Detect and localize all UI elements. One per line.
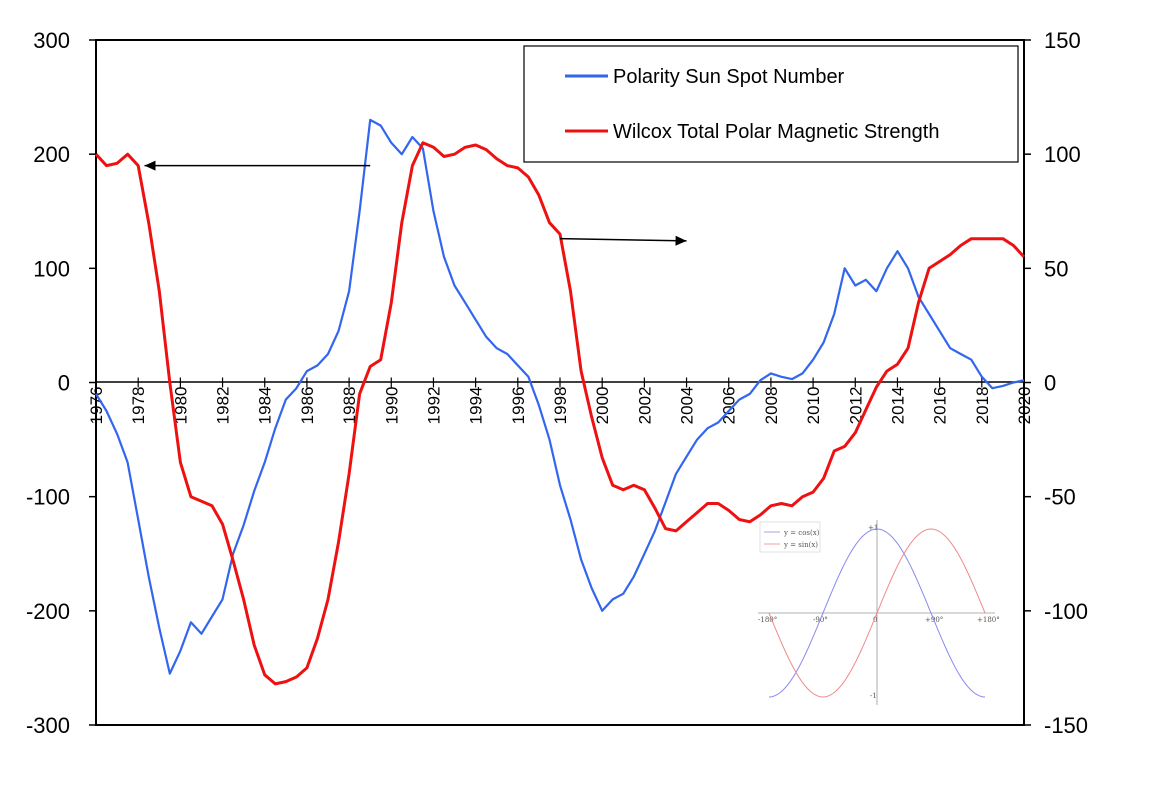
inset-legend-label-1: y = cos(x) [783, 529, 820, 537]
x-tick-label-2: 1980 [171, 387, 190, 425]
left-tick-label-4: -100 [26, 485, 70, 510]
legend-label-2: Wilcox Total Polar Magnetic Strength [613, 121, 939, 143]
x-tick-label-21: 2018 [973, 386, 992, 424]
x-tick-label-18: 2012 [846, 387, 865, 425]
inset-xtick-5: +180° [977, 616, 1000, 624]
x-tick-label-17: 2010 [804, 387, 823, 425]
inset-ytick-2: -1 [870, 692, 877, 700]
x-tick-label-4: 1984 [256, 387, 275, 425]
right-tick-label-1: 100 [1044, 142, 1081, 167]
right-tick-label-3: 0 [1044, 371, 1056, 396]
x-tick-label-12: 2000 [593, 387, 612, 425]
inset-legend: y = cos(x) y = sin(x) [759, 521, 821, 553]
x-tick-label-10: 1996 [509, 387, 528, 425]
right-tick-label-5: -100 [1044, 599, 1088, 624]
x-tick-label-22: 2020 [1015, 387, 1034, 425]
x-tick-label-0: 1976 [87, 387, 106, 425]
legend: Polarity Sun Spot Number Wilcox Total Po… [523, 45, 1019, 163]
right-tick-label-0: 150 [1044, 28, 1081, 53]
x-tick-label-6: 1988 [340, 387, 359, 425]
left-tick-label-1: 200 [33, 142, 70, 167]
x-tick-label-20: 2016 [931, 387, 950, 425]
x-tick-label-13: 2002 [635, 387, 654, 425]
x-tick-label-1: 1978 [129, 387, 148, 425]
legend-box [523, 45, 1019, 163]
inset-legend-box [759, 521, 821, 553]
left-tick-label-5: -200 [26, 599, 70, 624]
series-line-2 [94, 141, 1026, 686]
inset-plot: y = cos(x) y = sin(x) -180° -90° 0 +90° … [758, 520, 1000, 705]
inset-legend-label-2: y = sin(x) [783, 541, 818, 549]
left-tick-label-3: 0 [58, 371, 70, 396]
x-tick-label-7: 1990 [382, 387, 401, 425]
arrow-head-1 [144, 160, 156, 171]
right-y-axis: 150 100 50 0 -50 -100 -150 [1024, 28, 1088, 738]
x-tick-label-14: 2004 [678, 387, 697, 425]
left-tick-label-6: -300 [26, 713, 70, 738]
arrow-head-2 [675, 235, 687, 246]
x-tick-label-9: 1994 [467, 387, 486, 425]
inset-xtick-1: -180° [758, 616, 777, 624]
right-tick-label-2: 50 [1044, 256, 1068, 281]
inset-sin-curve [768, 528, 986, 698]
arrow-shaft-2 [559, 237, 687, 242]
inset-ytick-1: +1 [868, 524, 878, 532]
right-tick-label-6: -150 [1044, 713, 1088, 738]
legend-label-1: Polarity Sun Spot Number [613, 66, 845, 88]
inset-cos-curve [768, 528, 986, 698]
x-tick-label-11: 1998 [551, 387, 570, 425]
x-tick-label-16: 2008 [762, 387, 781, 425]
x-tick-label-5: 1986 [298, 387, 317, 425]
series-lines [94, 118, 1026, 686]
x-tick-label-19: 2014 [888, 387, 907, 425]
x-tick-label-3: 1982 [214, 387, 233, 425]
left-y-axis: 300 200 100 0 -100 -200 -300 [26, 28, 96, 738]
inset-xtick-3: 0 [873, 616, 877, 624]
x-axis: 1976 1978 1980 1982 1984 1986 1988 1990 1992 1994… [87, 377, 1034, 425]
annotation-arrows [144, 160, 687, 246]
left-tick-label-0: 300 [33, 28, 70, 53]
right-tick-label-4: -50 [1044, 485, 1076, 510]
series-line-1 [95, 118, 1025, 675]
x-tick-label-8: 1992 [424, 387, 443, 425]
left-tick-label-2: 100 [33, 256, 70, 281]
